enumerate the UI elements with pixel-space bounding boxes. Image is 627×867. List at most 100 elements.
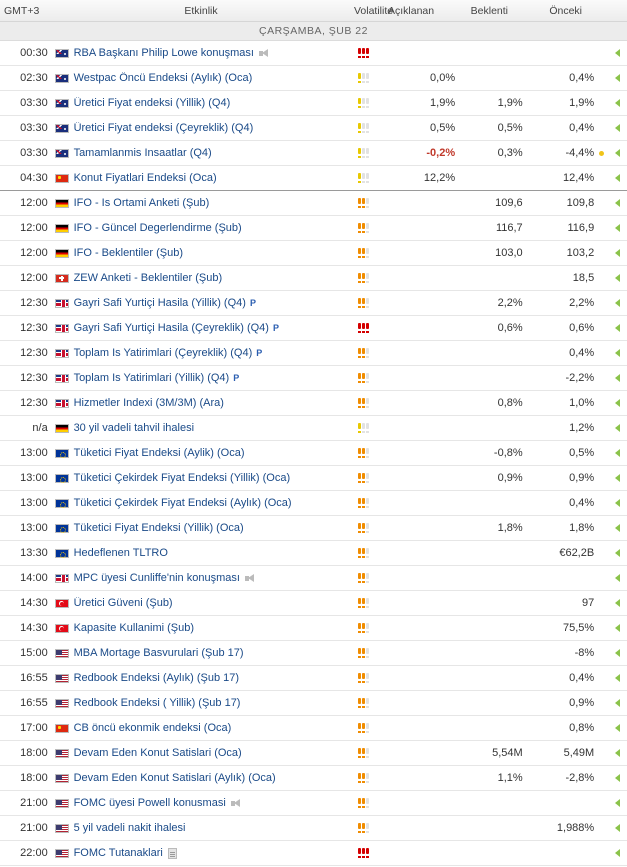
expand-arrow-icon[interactable] (615, 824, 621, 832)
expand-arrow-icon[interactable] (615, 299, 621, 307)
expand-arrow-icon[interactable] (615, 374, 621, 382)
expand-cell[interactable] (608, 249, 627, 257)
event-name-cell[interactable]: Hedeflenen TLTRO (72, 547, 356, 559)
expand-cell[interactable] (608, 549, 627, 557)
event-name-cell[interactable]: FOMC üyesi Powell konusmasi (72, 797, 356, 809)
event-row[interactable]: 14:30 Üretici Güveni (Şub) 97 (0, 591, 627, 616)
event-row[interactable]: 03:30 Tamamlanmis Insaatlar (Q4) -0,2% 0,3%… (0, 141, 627, 166)
event-name-cell[interactable]: Tüketici Fiyat Endeksi (Yillik) (Oca) (72, 522, 356, 534)
expand-arrow-icon[interactable] (615, 574, 621, 582)
event-row[interactable]: 12:30 Hizmetler Indexi (3M/3M) (Ara) 0,8% 1… (0, 391, 627, 416)
header-volatility[interactable]: Volatilite (354, 4, 394, 17)
event-name-cell[interactable]: FOMC Tutanaklari (72, 847, 356, 859)
event-name-link[interactable]: Üretici Fiyat endeksi (Çeyreklik) (Q4) (73, 122, 254, 134)
expand-arrow-icon[interactable] (615, 324, 621, 332)
event-name-link[interactable]: IFO - Is Ortami Anketi (Şub) (73, 197, 210, 209)
event-name-cell[interactable]: MPC üyesi Cunliffe'nin konuşması (72, 572, 356, 584)
event-name-link[interactable]: Tüketici Çekirdek Fiyat Endeksi (Yillik)… (73, 472, 291, 484)
event-name-cell[interactable]: Toplam Is Yatirimlari (Çeyreklik) (Q4) P (72, 347, 356, 359)
event-name-link[interactable]: Tamamlanmis Insaatlar (Q4) (73, 147, 212, 159)
expand-cell[interactable] (608, 624, 627, 632)
event-name-link[interactable]: Devam Eden Konut Satislari (Aylık) (Oca) (73, 772, 276, 784)
event-name-cell[interactable]: Tüketici Çekirdek Fiyat Endeksi (Yillik)… (72, 472, 356, 484)
event-name-link[interactable]: Toplam Is Yatirimlari (Çeyreklik) (Q4) (73, 347, 253, 359)
event-row[interactable]: 02:30 Westpac Öncü Endeksi (Aylık) (Oca) 0… (0, 66, 627, 91)
event-name-cell[interactable]: Üretici Fiyat endeksi (Çeyreklik) (Q4) (72, 122, 356, 134)
expand-cell[interactable] (608, 724, 627, 732)
header-expected[interactable]: Beklenti (470, 4, 508, 17)
event-row[interactable]: n/a 30 yil vadeli tahvil ihalesi 1,2% (0, 416, 627, 441)
expand-cell[interactable] (608, 274, 627, 282)
event-row[interactable]: 17:00 CB öncü ekonmik endeksi (Oca) 0,8% (0, 716, 627, 741)
expand-cell[interactable] (608, 824, 627, 832)
event-row[interactable]: 16:55 Redbook Endeksi ( Yillik) (Şub 17) 0… (0, 691, 627, 716)
expand-arrow-icon[interactable] (615, 524, 621, 532)
expand-cell[interactable] (608, 124, 627, 132)
expand-arrow-icon[interactable] (615, 49, 621, 57)
expand-cell[interactable] (608, 149, 627, 157)
expand-cell[interactable] (608, 599, 627, 607)
header-previous[interactable]: Önceki (549, 4, 582, 17)
event-row[interactable]: 12:30 Toplam Is Yatirimlari (Çeyreklik) (… (0, 341, 627, 366)
expand-cell[interactable] (608, 49, 627, 57)
expand-cell[interactable] (608, 774, 627, 782)
event-name-link[interactable]: Konut Fiyatlari Endeksi (Oca) (73, 172, 217, 184)
expand-arrow-icon[interactable] (615, 499, 621, 507)
expand-arrow-icon[interactable] (615, 99, 621, 107)
event-name-link[interactable]: Gayri Safi Yurtiçi Hasila (Yillik) (Q4) (73, 297, 246, 309)
header-event[interactable]: Etkinlik (184, 4, 218, 17)
header-tz[interactable]: GMT+3 (4, 4, 40, 17)
expand-arrow-icon[interactable] (615, 449, 621, 457)
event-name-link[interactable]: MBA Mortage Basvurulari (Şub 17) (73, 647, 244, 659)
event-name-link[interactable]: Tüketici Fiyat Endeksi (Yillik) (Oca) (73, 522, 244, 534)
expand-arrow-icon[interactable] (615, 424, 621, 432)
event-name-cell[interactable]: Devam Eden Konut Satislari (Aylık) (Oca) (72, 772, 356, 784)
event-row[interactable]: 13:00 Tüketici Fiyat Endeksi (Aylik) (Oca… (0, 441, 627, 466)
event-name-link[interactable]: Redbook Endeksi ( Yillik) (Şub 17) (73, 697, 241, 709)
event-name-cell[interactable]: ZEW Anketi - Beklentiler (Şub) (72, 272, 356, 284)
expand-cell[interactable] (608, 99, 627, 107)
event-name-link[interactable]: IFO - Güncel Degerlendirme (Şub) (73, 222, 242, 234)
expand-arrow-icon[interactable] (615, 174, 621, 182)
event-name-cell[interactable]: Hizmetler Indexi (3M/3M) (Ara) (72, 397, 356, 409)
expand-arrow-icon[interactable] (615, 799, 621, 807)
expand-arrow-icon[interactable] (615, 224, 621, 232)
expand-cell[interactable] (608, 174, 627, 182)
event-name-link[interactable]: Hedeflenen TLTRO (73, 547, 168, 559)
event-row[interactable]: 14:30 Kapasite Kullanimi (Şub) 75,5% (0, 616, 627, 641)
event-name-cell[interactable]: Konut Fiyatlari Endeksi (Oca) (72, 172, 356, 184)
event-name-cell[interactable]: Tüketici Çekirdek Fiyat Endeksi (Aylık) … (72, 497, 356, 509)
expand-cell[interactable] (608, 574, 627, 582)
expand-cell[interactable] (608, 474, 627, 482)
event-name-link[interactable]: Üretici Güveni (Şub) (73, 597, 173, 609)
event-row[interactable]: 12:30 Toplam Is Yatirimlari (Yillik) (Q4)… (0, 366, 627, 391)
event-name-cell[interactable]: IFO - Güncel Degerlendirme (Şub) (72, 222, 356, 234)
event-name-link[interactable]: Redbook Endeksi (Aylık) (Şub 17) (73, 672, 240, 684)
expand-cell[interactable] (608, 799, 627, 807)
expand-arrow-icon[interactable] (615, 624, 621, 632)
event-name-link[interactable]: Hizmetler Indexi (3M/3M) (Ara) (73, 397, 224, 409)
expand-cell[interactable] (608, 374, 627, 382)
expand-cell[interactable] (608, 649, 627, 657)
event-name-link[interactable]: Üretici Fiyat endeksi (Yillik) (Q4) (73, 97, 231, 109)
event-row[interactable]: 12:00 IFO - Beklentiler (Şub) 103,0 103,2 (0, 241, 627, 266)
event-row[interactable]: 13:00 Tüketici Çekirdek Fiyat Endeksi (Ay… (0, 491, 627, 516)
event-name-cell[interactable]: Devam Eden Konut Satislari (Oca) (72, 747, 356, 759)
event-name-link[interactable]: 5 yil vadeli nakit ihalesi (73, 822, 186, 834)
event-name-cell[interactable]: Gayri Safi Yurtiçi Hasila (Çeyreklik) (Q… (72, 322, 356, 334)
event-name-cell[interactable]: Gayri Safi Yurtiçi Hasila (Yillik) (Q4) P (72, 297, 356, 309)
event-name-cell[interactable]: 5 yil vadeli nakit ihalesi (72, 822, 356, 834)
expand-arrow-icon[interactable] (615, 274, 621, 282)
expand-arrow-icon[interactable] (615, 599, 621, 607)
event-row[interactable]: 16:55 Redbook Endeksi (Aylık) (Şub 17) 0,4… (0, 666, 627, 691)
event-row[interactable]: 12:30 Gayri Safi Yurtiçi Hasila (Çeyrekli… (0, 316, 627, 341)
event-name-cell[interactable]: Üretici Fiyat endeksi (Yillik) (Q4) (72, 97, 356, 109)
expand-cell[interactable] (608, 324, 627, 332)
event-row[interactable]: 13:00 Tüketici Çekirdek Fiyat Endeksi (Yi… (0, 466, 627, 491)
event-row[interactable]: 03:30 Üretici Fiyat endeksi (Yillik) (Q4)… (0, 91, 627, 116)
expand-arrow-icon[interactable] (615, 549, 621, 557)
expand-cell[interactable] (608, 749, 627, 757)
expand-arrow-icon[interactable] (615, 699, 621, 707)
expand-arrow-icon[interactable] (615, 774, 621, 782)
expand-cell[interactable] (608, 849, 627, 857)
